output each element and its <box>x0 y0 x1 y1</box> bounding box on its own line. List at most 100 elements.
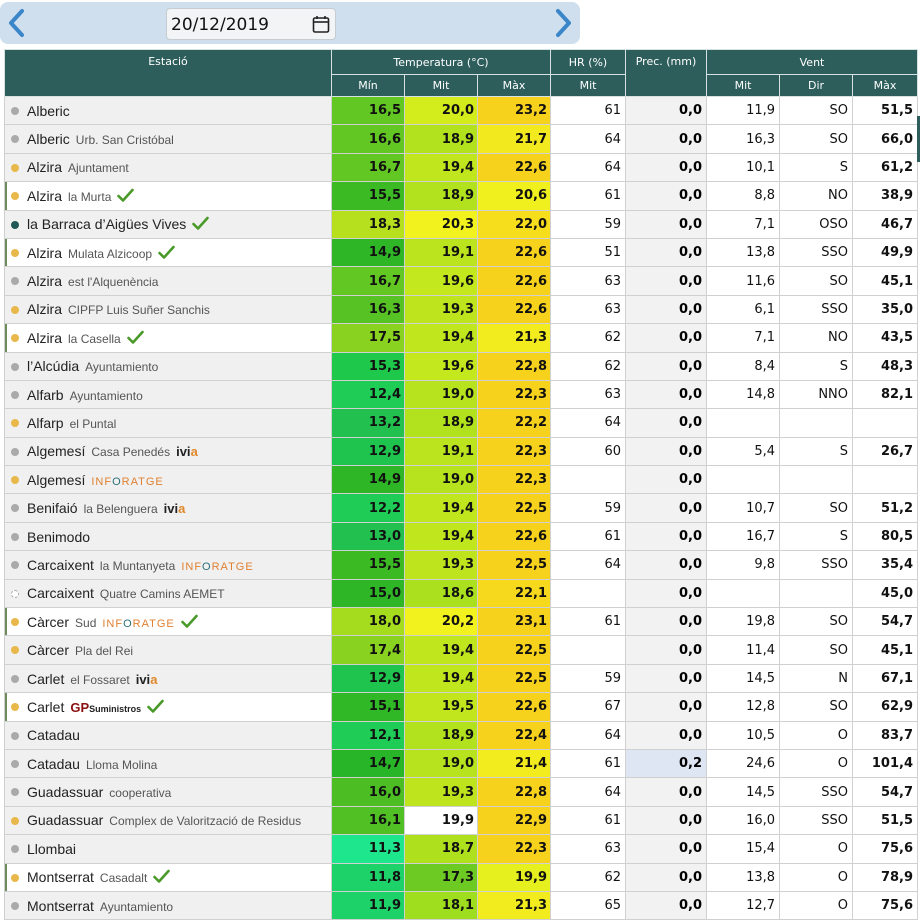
station-cell[interactable]: Alzira Ajuntament <box>4 152 332 183</box>
station-name[interactable]: Alzira <box>27 329 63 346</box>
table-row[interactable]: Alzira CIPFP Luis Suñer Sanchis 16,3 19,3 22… <box>4 294 919 325</box>
station-cell[interactable]: Catadau <box>4 720 332 750</box>
station-name[interactable]: Alzira <box>27 301 63 318</box>
calendar-icon[interactable] <box>312 15 330 38</box>
station-name[interactable]: Montserrat <box>27 897 94 914</box>
station-cell[interactable]: Montserrat Casadalt <box>4 862 332 892</box>
station-cell[interactable]: l’Alcúdia Ayuntamiento <box>4 351 332 381</box>
station-name[interactable]: Carlet <box>27 698 65 715</box>
next-day-button[interactable] <box>550 5 578 41</box>
header-temperature[interactable]: Temperatura (°C) <box>330 49 552 75</box>
station-name[interactable]: Carcaixent <box>27 556 94 573</box>
table-row[interactable]: Guadassuar Complex de Valorització de Res… <box>4 805 919 836</box>
station-cell[interactable]: Carlet el Fossaret ivia <box>4 663 332 694</box>
table-row[interactable]: Càrcer Sud INFORATGE 18,0 20,2 23,1 61 0,0 19,8 S… <box>4 607 919 637</box>
table-row[interactable]: Alzira Mulata Alzicoop 14,9 19,1 22,6 51 0,0 13… <box>4 237 919 268</box>
table-row[interactable]: Carlet el Fossaret ivia 12,9 19,4 22,5 59 0,0 14… <box>4 663 919 694</box>
table-row[interactable]: Carcaixent Quatre Camins AEMET 15,0 18,6 22,… <box>4 578 919 609</box>
station-name[interactable]: l’Alcúdia <box>27 358 80 375</box>
station-name[interactable]: Carcaixent <box>27 585 94 602</box>
table-row[interactable]: Alfarp el Puntal 13,2 18,9 22,2 64 0,0 <box>4 408 919 438</box>
station-cell[interactable]: Montserrat Ayuntamiento <box>4 890 332 920</box>
table-row[interactable]: Benifaió la Belenguera ivia 12,2 19,4 22,5 59 0… <box>4 493 919 523</box>
table-row[interactable]: Carcaixent la Muntanyeta INFORATGE 15,5 19,3… <box>4 550 919 580</box>
station-name[interactable]: Alzira <box>27 273 63 290</box>
station-cell[interactable]: Alzira Mulata Alzicoop <box>4 237 332 268</box>
header-humidity[interactable]: HR (%) <box>550 49 627 75</box>
table-row[interactable]: Alzira la Murta 15,5 18,9 20,6 61 0,0 8,8 NO 38,9 <box>4 181 919 211</box>
date-input[interactable]: 20/12/2019 <box>166 8 336 40</box>
station-cell[interactable]: Càrcer Pla del Rei <box>4 635 332 665</box>
station-cell[interactable]: Carcaixent la Muntanyeta INFORATGE <box>4 550 332 580</box>
table-row[interactable]: la Barraca d’Aigües Vives 18,3 20,3 22,0 59 0… <box>4 209 919 239</box>
table-row[interactable]: Llombai 11,3 18,7 22,3 63 0,0 15,4 O 75,6 <box>4 834 919 864</box>
header-station[interactable]: Estació <box>4 49 332 97</box>
station-name[interactable]: Llombai <box>27 840 77 857</box>
station-cell[interactable]: Llombai <box>4 834 332 864</box>
table-row[interactable]: Algemesí INFORATGE 14,9 19,0 22,3 0,0 <box>4 465 919 495</box>
table-row[interactable]: l’Alcúdia Ayuntamiento 15,3 19,6 22,8 62 0,0 8,… <box>4 351 919 381</box>
station-cell[interactable]: la Barraca d’Aigües Vives <box>4 209 332 239</box>
station-name[interactable]: Alzira <box>27 159 63 176</box>
station-cell[interactable]: Benifaió la Belenguera ivia <box>4 493 332 523</box>
previous-day-button[interactable] <box>2 5 30 41</box>
table-row[interactable]: Benimodo 13,0 19,4 22,6 61 0,0 16,7 S 80,5 <box>4 521 919 552</box>
header-wind-dir[interactable]: Dir <box>779 74 854 97</box>
station-name[interactable]: Alfarp <box>27 414 64 431</box>
station-cell[interactable]: Alfarb Ayuntamiento <box>4 379 332 410</box>
table-row[interactable]: Alfarb Ayuntamiento 12,4 19,0 22,3 63 0,0 14,8 N… <box>4 379 919 410</box>
table-row[interactable]: Alberic Urb. San Cristóbal 16,6 18,9 21,7 64 0… <box>4 124 919 154</box>
station-cell[interactable]: Algemesí INFORATGE <box>4 465 332 495</box>
header-temp-max[interactable]: Màx <box>476 74 552 97</box>
station-name[interactable]: Alberic <box>27 131 70 148</box>
station-cell[interactable]: Alfarp el Puntal <box>4 408 332 438</box>
station-name[interactable]: la Barraca d’Aigües Vives <box>27 216 187 233</box>
station-name[interactable]: Algemesí <box>27 443 86 460</box>
table-row[interactable]: Guadassuar cooperativa 16,0 19,3 22,8 64 0,0 14… <box>4 777 919 807</box>
station-name[interactable]: Benifaió <box>27 500 78 517</box>
station-name[interactable]: Guadassuar <box>27 784 104 801</box>
table-row[interactable]: Alberic 16,5 20,0 23,2 61 0,0 11,9 SO 51,5 <box>4 95 919 126</box>
station-cell[interactable]: Guadassuar Complex de Valorització de Res… <box>4 805 332 836</box>
station-name[interactable]: Carlet <box>27 670 65 687</box>
station-name[interactable]: Alzira <box>27 187 63 204</box>
station-name[interactable]: Alberic <box>27 102 70 119</box>
table-row[interactable]: Alzira Ajuntament 16,7 19,4 22,6 64 0,0 10,1 S 61… <box>4 152 919 183</box>
table-row[interactable]: Alzira est l'Alquenència 16,7 19,6 22,6 63 0,0… <box>4 266 919 296</box>
header-wind[interactable]: Vent <box>706 49 919 75</box>
station-cell[interactable]: Benimodo <box>4 521 332 552</box>
header-wind-max[interactable]: Màx <box>852 74 919 97</box>
station-cell[interactable]: Guadassuar cooperativa <box>4 777 332 807</box>
table-row[interactable]: Carlet GPSuministros 15,1 19,5 22,6 67 0,0 12,8… <box>4 692 919 722</box>
station-cell[interactable]: Alzira CIPFP Luis Suñer Sanchis <box>4 294 332 325</box>
station-name[interactable]: Algemesí <box>27 471 86 488</box>
station-name[interactable]: Catadau <box>27 755 80 772</box>
table-row[interactable]: Algemesí Casa Penedés ivia 12,9 19,1 22,3 60 0,… <box>4 436 919 467</box>
station-cell[interactable]: Alzira est l'Alquenència <box>4 266 332 296</box>
station-name[interactable]: Càrcer <box>27 613 70 630</box>
station-cell[interactable]: Alzira la Murta <box>4 181 332 211</box>
header-precipitation[interactable]: Prec. (mm) <box>625 49 708 97</box>
station-name[interactable]: Alzira <box>27 244 63 261</box>
station-cell[interactable]: Càrcer Sud INFORATGE <box>4 607 332 637</box>
header-hr-mit[interactable]: Mit <box>550 74 627 97</box>
header-temp-mit[interactable]: Mit <box>404 74 478 97</box>
station-name[interactable]: Guadassuar <box>27 812 104 829</box>
table-row[interactable]: Càrcer Pla del Rei 17,4 19,4 22,5 0,0 11,4 SO 45… <box>4 635 919 665</box>
station-name[interactable]: Catadau <box>27 727 80 744</box>
station-cell[interactable]: Alzira la Casella <box>4 323 332 353</box>
station-cell[interactable]: Carlet GPSuministros <box>4 692 332 722</box>
station-cell[interactable]: Alberic <box>4 95 332 126</box>
table-row[interactable]: Montserrat Ayuntamiento 11,9 18,1 21,3 65 0,0 1… <box>4 890 919 920</box>
station-cell[interactable]: Carcaixent Quatre Camins AEMET <box>4 578 332 609</box>
station-name[interactable]: Montserrat <box>27 869 94 886</box>
header-temp-min[interactable]: Mín <box>331 74 405 97</box>
station-name[interactable]: Benimodo <box>27 528 91 545</box>
station-name[interactable]: Alfarb <box>27 386 64 403</box>
station-cell[interactable]: Alberic Urb. San Cristóbal <box>4 124 332 154</box>
scrollbar-thumb[interactable] <box>917 116 920 162</box>
table-row[interactable]: Montserrat Casadalt 11,8 17,3 19,9 62 0,0 13,8 O… <box>4 862 919 892</box>
table-row[interactable]: Catadau 12,1 18,9 22,4 64 0,0 10,5 O 83,7 <box>4 720 919 750</box>
station-cell[interactable]: Catadau Lloma Molina <box>4 748 332 779</box>
table-row[interactable]: Catadau Lloma Molina 14,7 19,0 21,4 61 0,2 24,6… <box>4 748 919 779</box>
